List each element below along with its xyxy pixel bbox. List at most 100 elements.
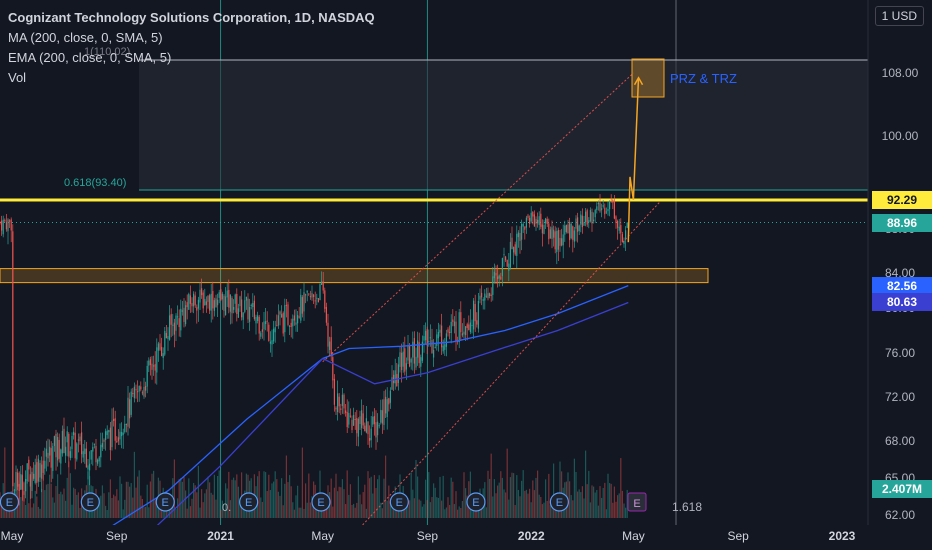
volume-bar	[156, 506, 158, 518]
volume-bar	[333, 487, 335, 518]
candle-body	[575, 218, 577, 229]
candle-body	[252, 303, 254, 308]
volume-bar	[570, 495, 572, 518]
currency-selector[interactable]: 1 USD	[874, 6, 924, 26]
candle-body	[621, 234, 623, 242]
earnings-marker[interactable]: E	[155, 492, 175, 512]
candle-body	[389, 390, 391, 403]
candle-body	[193, 293, 195, 307]
earnings-marker[interactable]: E	[549, 492, 569, 512]
candle-body	[586, 210, 588, 225]
volume-bar	[164, 505, 166, 518]
volume-bar	[148, 507, 150, 518]
earnings-marker[interactable]: E	[0, 492, 20, 512]
earnings-marker[interactable]: E	[389, 492, 409, 512]
candle-body	[549, 229, 551, 239]
candle-body	[485, 295, 487, 297]
volume-bar	[359, 494, 361, 518]
candle-body	[250, 304, 252, 306]
volume-bar	[437, 497, 439, 518]
candle-body	[509, 241, 511, 268]
candle-body	[524, 226, 526, 230]
candle-body	[569, 222, 571, 241]
candle-body	[175, 315, 177, 331]
volume-bar	[529, 488, 531, 518]
volume-bar	[274, 471, 276, 518]
candle-body	[98, 457, 100, 462]
candle-body	[626, 222, 628, 228]
candle-body	[263, 321, 265, 330]
volume-legend[interactable]: Vol	[8, 70, 27, 85]
volume-bar	[55, 486, 57, 518]
time-tick-label: May	[622, 529, 645, 543]
volume-bar	[111, 497, 113, 518]
candle-body	[18, 484, 20, 491]
volume-bar	[284, 483, 286, 518]
candle-body	[545, 218, 547, 224]
volume-bar	[354, 507, 356, 518]
volume-bar	[421, 506, 423, 518]
volume-bar	[108, 492, 110, 518]
volume-bar	[57, 474, 59, 518]
candle-body	[79, 436, 81, 442]
candle-body	[426, 329, 428, 346]
candle-body	[465, 326, 467, 336]
candle-body	[239, 296, 241, 307]
volume-bar	[335, 473, 337, 518]
candle-body	[103, 439, 105, 442]
candle-body	[525, 217, 527, 228]
candle-body	[620, 225, 622, 234]
candle-body	[156, 347, 158, 373]
volume-bar	[431, 496, 433, 518]
volume-bar	[45, 484, 47, 518]
volume-bar	[369, 478, 371, 518]
volume-bar	[295, 495, 297, 518]
volume-bar	[346, 470, 348, 518]
volume-bar	[546, 500, 548, 518]
candle-body	[125, 423, 127, 425]
candle-body	[57, 437, 59, 461]
volume-bar	[42, 473, 44, 518]
candle-body	[410, 358, 412, 363]
volume-bar	[557, 506, 559, 518]
candle-body	[325, 307, 327, 323]
candle-body	[396, 374, 398, 387]
candle-body	[101, 443, 103, 448]
candle-body	[44, 460, 46, 469]
candle-body	[290, 322, 292, 328]
candle-body	[327, 322, 329, 347]
volume-bar	[257, 476, 259, 518]
volume-bar	[412, 489, 414, 518]
earnings-marker[interactable]: E	[466, 492, 486, 512]
candle-body	[215, 298, 217, 308]
chart-legend: Cognizant Technology Solutions Corporati…	[8, 8, 375, 88]
candle-body	[81, 432, 83, 455]
volume-bar	[385, 455, 387, 518]
candle-body	[556, 231, 558, 252]
candle-body	[49, 446, 51, 456]
volume-bar	[543, 502, 545, 518]
volume-bar	[397, 509, 399, 518]
candle-body	[20, 474, 22, 490]
volume-bar	[505, 492, 507, 518]
volume-bar	[405, 503, 407, 518]
ema-legend[interactable]: EMA (200, close, 0, SMA, 5)	[8, 50, 172, 65]
volume-bar	[613, 486, 615, 518]
earnings-marker[interactable]: E	[239, 492, 259, 512]
candle-body	[66, 431, 68, 443]
symbol-title[interactable]: Cognizant Technology Solutions Corporati…	[8, 10, 375, 25]
volume-bar	[189, 506, 191, 518]
candle-body	[253, 300, 255, 319]
ma-legend[interactable]: MA (200, close, 0, SMA, 5)	[8, 30, 163, 45]
price-tick-label: 76.00	[885, 346, 915, 360]
earnings-marker[interactable]: E	[311, 492, 331, 512]
volume-bar	[559, 461, 561, 518]
volume-bar	[605, 509, 607, 518]
candle-body	[60, 449, 62, 464]
volume-bar	[199, 507, 201, 518]
volume-bar	[193, 482, 195, 518]
candle-body	[47, 452, 49, 459]
volume-bar	[82, 500, 84, 518]
earnings-marker[interactable]: E	[80, 492, 100, 512]
